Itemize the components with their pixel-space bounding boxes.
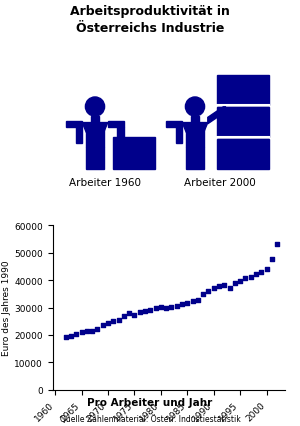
Circle shape	[185, 98, 205, 117]
Point	[153, 305, 158, 311]
Point	[79, 329, 84, 336]
Point	[137, 309, 142, 316]
Point	[90, 328, 94, 334]
Point	[211, 285, 216, 291]
Text: Pro Arbeiter und Jahr: Pro Arbeiter und Jahr	[87, 397, 213, 407]
Bar	[186, 123, 204, 147]
Point	[217, 283, 221, 290]
Text: Arbeiter 2000: Arbeiter 2000	[184, 178, 256, 187]
Point	[254, 271, 258, 278]
Point	[227, 285, 232, 291]
Point	[116, 317, 121, 323]
Point	[243, 275, 248, 282]
Bar	[76, 128, 82, 144]
Point	[111, 318, 116, 325]
Point	[190, 298, 195, 305]
Point	[248, 274, 253, 281]
Polygon shape	[186, 147, 204, 170]
Bar	[176, 128, 182, 144]
Point	[259, 269, 264, 276]
Polygon shape	[208, 106, 225, 124]
Point	[238, 278, 242, 285]
Point	[269, 256, 274, 262]
Point	[169, 304, 174, 311]
Point	[95, 325, 100, 332]
Bar	[117, 128, 124, 144]
Bar	[108, 122, 124, 128]
Bar	[217, 76, 269, 106]
Bar	[166, 122, 182, 128]
Point	[264, 265, 269, 272]
Point	[132, 312, 137, 319]
Point	[201, 291, 206, 298]
Point	[195, 296, 200, 303]
Bar	[66, 122, 82, 128]
Point	[100, 322, 105, 329]
Point	[142, 308, 147, 314]
Point	[174, 303, 179, 310]
Point	[232, 280, 237, 287]
Point	[127, 310, 131, 317]
Polygon shape	[182, 123, 208, 133]
Bar	[113, 138, 155, 170]
Point	[63, 334, 68, 341]
Text: Arbeiter 1960: Arbeiter 1960	[69, 178, 141, 187]
Polygon shape	[82, 123, 108, 133]
Point	[206, 288, 211, 294]
Bar	[91, 117, 99, 123]
Point	[222, 282, 226, 288]
Point	[185, 299, 190, 306]
Point	[122, 313, 126, 320]
Text: Quelle Zahlenmaterial: Österr. Industiestatistik: Quelle Zahlenmaterial: Österr. Industies…	[60, 414, 240, 423]
Point	[180, 301, 184, 308]
Point	[69, 333, 74, 340]
Polygon shape	[86, 147, 104, 170]
Point	[106, 320, 110, 327]
Point	[158, 304, 163, 311]
Y-axis label: Euro des Jahres 1990: Euro des Jahres 1990	[2, 260, 11, 355]
Point	[275, 242, 280, 248]
Circle shape	[85, 98, 105, 117]
Bar	[217, 140, 269, 170]
Point	[84, 328, 89, 335]
Bar	[86, 123, 104, 147]
Point	[148, 307, 153, 314]
Bar	[217, 108, 269, 138]
Point	[164, 304, 169, 311]
Point	[74, 331, 79, 338]
Bar	[190, 117, 200, 123]
Text: Arbeitsproduktivität in
Österreichs Industrie: Arbeitsproduktivität in Österreichs Indu…	[70, 5, 230, 35]
